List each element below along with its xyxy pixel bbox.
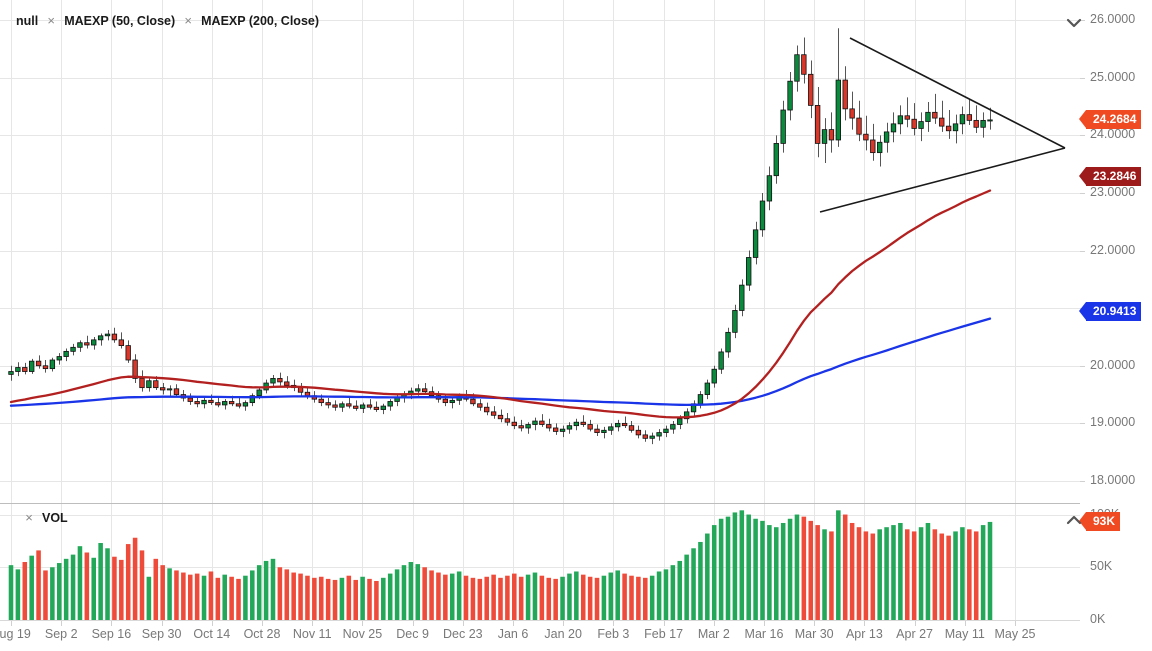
price-axis-tick-mark: [1080, 423, 1085, 425]
chevron-up-icon[interactable]: [1063, 512, 1085, 530]
time-axis-tick-mark: [413, 621, 414, 626]
price-axis-tick: 24.0000: [1090, 127, 1136, 142]
time-axis-tick: May 11: [944, 627, 985, 641]
legend-entry-ma50[interactable]: × MAEXP (50, Close): [40, 13, 177, 28]
price-axis-tick: 20.0000: [1090, 357, 1136, 372]
volume-legend: × VOL: [18, 510, 70, 525]
time-axis-tick: Oct 14: [193, 627, 231, 641]
time-axis-tick-mark: [814, 621, 815, 626]
volume-legend-label: VOL: [42, 510, 68, 525]
time-axis-tick: Feb 3: [597, 627, 630, 641]
time-axis-tick-mark: [915, 621, 916, 626]
volume-axis-tick: 50K: [1090, 559, 1113, 574]
time-axis-tick-mark: [262, 621, 263, 626]
symmetrical-triangle-lower: [819, 147, 1066, 213]
price-chart-canvas[interactable]: [0, 0, 1080, 504]
time-axis-tick-mark: [513, 621, 514, 626]
symmetrical-triangle-upper: [849, 37, 1066, 149]
time-axis-tick: Sep 16: [91, 627, 132, 641]
time-axis-tick-mark: [162, 621, 163, 626]
close-icon[interactable]: ×: [25, 510, 33, 525]
time-axis-tick-mark: [965, 621, 966, 626]
time-axis-tick: Mar 30: [794, 627, 834, 641]
price-axis-tick-mark: [1080, 77, 1085, 79]
time-axis-tick: Mar 16: [744, 627, 784, 641]
price-axis-tick: 18.0000: [1090, 472, 1136, 487]
time-axis-tick: Oct 28: [243, 627, 281, 641]
time-axis-tick-mark: [864, 621, 865, 626]
time-axis-tick: Apr 13: [845, 627, 883, 641]
price-axis-tick: 25.0000: [1090, 69, 1136, 84]
time-axis-divider: [0, 620, 1152, 621]
volume-chart-pane[interactable]: [0, 504, 1080, 621]
time-axis-tick: Nov 25: [342, 627, 383, 641]
volume-axis-tick: 0K: [1090, 612, 1106, 626]
time-axis-tick-mark: [563, 621, 564, 626]
volume-axis[interactable]: 100K50K0K93K: [1078, 504, 1152, 625]
time-axis-tick-mark: [613, 621, 614, 626]
time-axis-tick: Nov 11: [292, 627, 332, 641]
pane-divider: [0, 503, 1152, 504]
price-axis-tick: 26.0000: [1090, 12, 1136, 27]
time-axis-tick-mark: [764, 621, 765, 626]
time-axis-tick-mark: [664, 621, 665, 626]
time-axis-tick: Dec 9: [396, 627, 429, 641]
time-axis-tick-mark: [463, 621, 464, 626]
time-axis-tick: Sep 2: [44, 627, 78, 641]
time-axis-tick-mark: [714, 621, 715, 626]
time-axis-tick-mark: [111, 621, 112, 626]
time-axis-tick-mark: [61, 621, 62, 626]
time-axis-tick: Dec 23: [442, 627, 483, 641]
price-chart-pane[interactable]: [0, 0, 1080, 504]
volume-series: [8, 510, 993, 620]
close-icon[interactable]: ×: [184, 13, 192, 28]
legend-entry-ma200[interactable]: × MAEXP (200, Close): [177, 13, 321, 28]
time-axis-tick: Feb 17: [644, 627, 684, 641]
price-axis-tick-mark: [1080, 192, 1085, 194]
legend-label-symbol: null: [16, 13, 39, 28]
time-axis-tick-mark: [312, 621, 313, 626]
legend-label-ma200: MAEXP (200, Close): [201, 13, 320, 28]
chart-legend: null × MAEXP (50, Close) × MAEXP (200, C…: [14, 13, 321, 28]
time-axis-tick: Jan 20: [544, 627, 582, 641]
price-axis-tick-mark: [1080, 135, 1085, 137]
time-axis-tick: Mar 2: [697, 627, 730, 641]
ma50-price-badge[interactable]: 23.2846: [1078, 167, 1142, 187]
time-axis-tick: Apr 27: [896, 627, 934, 641]
volume-chart-canvas[interactable]: [0, 504, 1080, 621]
time-axis-tick: Sep 30: [141, 627, 182, 641]
time-axis-tick-mark: [11, 621, 12, 626]
chevron-down-icon[interactable]: [1063, 14, 1085, 32]
price-axis-tick: 19.0000: [1090, 415, 1136, 430]
last-price-badge[interactable]: 24.2684: [1078, 110, 1142, 130]
price-axis-tick: 22.0000: [1090, 242, 1136, 257]
time-axis[interactable]: Aug 19 Sep 2 Sep 16 Sep 30 Oct 14 Oct 28 Nov 1…: [0, 621, 1080, 651]
price-axis-tick-mark: [1080, 250, 1085, 252]
legend-entry-symbol[interactable]: null: [14, 14, 40, 28]
candlestick-series: [8, 28, 993, 445]
time-axis-tick: Aug 19: [0, 627, 31, 641]
time-axis-tick: Jan 6: [497, 627, 529, 641]
price-axis-tick: 23.0000: [1090, 184, 1136, 199]
time-axis-tick-mark: [212, 621, 213, 626]
volume-badge[interactable]: 93K: [1078, 512, 1121, 532]
time-axis-tick-mark: [1015, 621, 1016, 626]
price-axis-tick-mark: [1080, 365, 1085, 367]
price-axis-tick-mark: [1080, 480, 1085, 482]
ma200-price-badge[interactable]: 20.9413: [1078, 302, 1142, 322]
close-icon[interactable]: ×: [47, 13, 56, 28]
time-axis-tick: May 25: [994, 627, 1036, 641]
time-axis-tick-mark: [362, 621, 363, 626]
price-axis-tick-mark: [1080, 20, 1085, 22]
legend-label-ma50: MAEXP (50, Close): [64, 13, 176, 28]
